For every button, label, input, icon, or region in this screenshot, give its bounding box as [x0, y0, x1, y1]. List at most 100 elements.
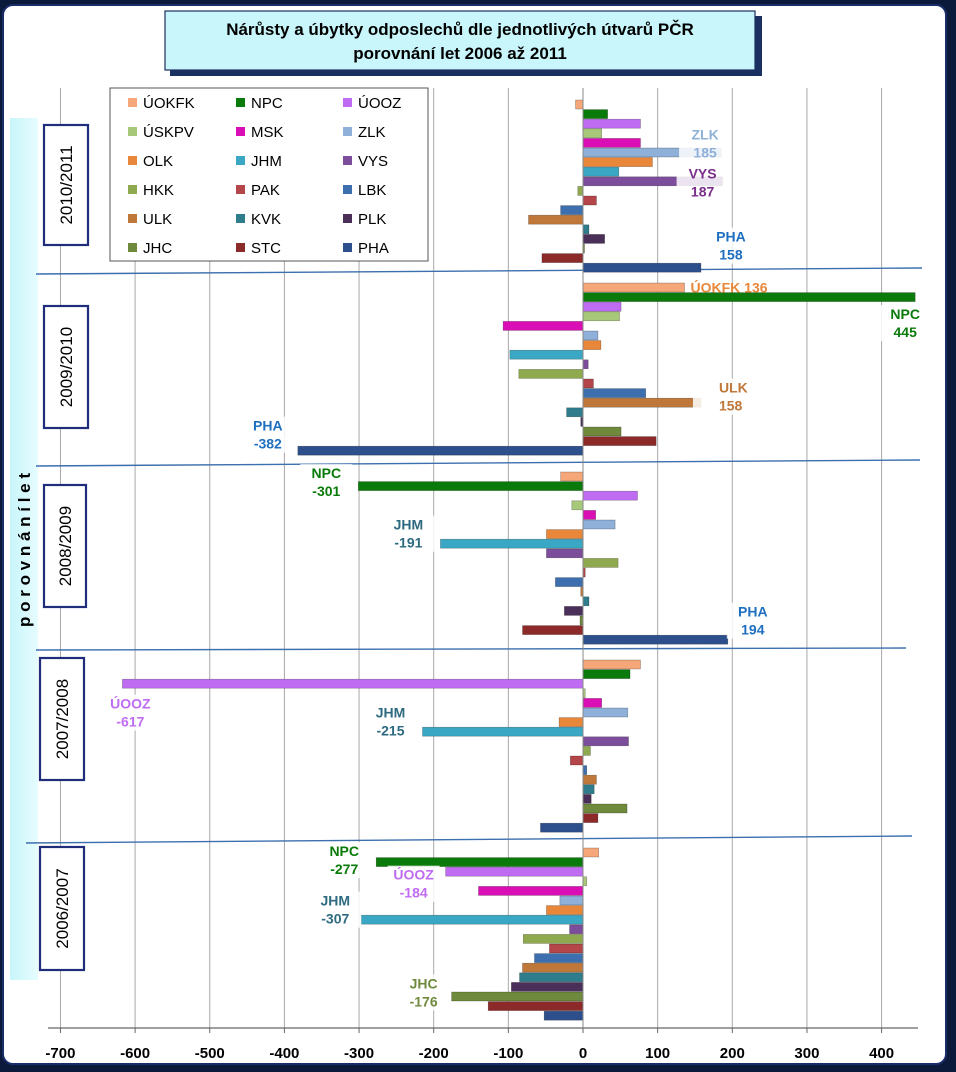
- legend-label-lbk: LBK: [358, 182, 386, 199]
- bar-2006-2007-uokfk: [582, 847, 599, 858]
- annotation-value: -191: [394, 535, 422, 551]
- bar-2006-2007-pha: [543, 1010, 584, 1021]
- legend-swatch-olk: [128, 156, 137, 165]
- legend-label-uskpv: ÚSKPV: [143, 124, 194, 141]
- legend-swatch-stc: [236, 243, 245, 252]
- bar-2006-2007-uooz: [445, 866, 584, 877]
- annotation-value: -307: [321, 911, 349, 927]
- bar-2010-2011-pha: [582, 262, 702, 273]
- bar-2007-2008-pha: [540, 822, 584, 833]
- bar-2008-2009-msk: [582, 510, 596, 520]
- legend-swatch-npc: [236, 98, 245, 107]
- bar-2010-2011-pak: [582, 195, 597, 206]
- bar-2010-2011-plk: [582, 234, 605, 244]
- bar-2008-2009-lbk: [555, 577, 584, 587]
- legend-swatch-pak: [236, 185, 245, 194]
- legend-label-olk: OLK: [143, 153, 173, 170]
- annotation-name: NPC: [890, 306, 920, 322]
- annotation-2010-2011-zlk: ZLK 185: [679, 125, 732, 162]
- legend-label-npc: NPC: [251, 95, 283, 112]
- annotation-2006-2007-jhm: JHM -307: [309, 891, 362, 928]
- bar-2010-2011-stc: [541, 253, 584, 263]
- legend-swatch-uooz: [343, 98, 352, 107]
- bars-group: [122, 99, 916, 1021]
- legend-swatch-hkk: [128, 185, 137, 194]
- title-box: Nárůsty a úbytky odposlechů dle jednotli…: [164, 10, 762, 76]
- bar-2009-2010-vys: [582, 359, 589, 370]
- annotation-name: JHC: [410, 976, 438, 992]
- bar-2008-2009-zlk: [582, 519, 616, 530]
- period-label-2010-2011: 2010/2011: [57, 145, 76, 224]
- bar-2008-2009-vys: [546, 548, 584, 559]
- x-tick-label-3: -400: [269, 1045, 299, 1062]
- annotation-name: JHM: [376, 705, 406, 721]
- period-labels: 2010/2011 2009/2010 2008/2009 2007/2008 2006…: [38, 123, 90, 972]
- bar-2007-2008-uokfk: [582, 659, 641, 670]
- bar-2010-2011-olk: [582, 157, 653, 167]
- bar-2008-2009-uooz: [582, 490, 638, 501]
- annotation-value: -176: [410, 994, 438, 1010]
- legend-label-uokfk: ÚOKFK: [143, 95, 195, 112]
- annotation-value: 445: [894, 324, 918, 340]
- annotation-name: PHA: [253, 418, 283, 434]
- annotation-2010-2011-vys: VYS 187: [676, 164, 729, 201]
- bar-2006-2007-jhm: [360, 914, 584, 925]
- annotation-name: PHA: [738, 604, 768, 620]
- annotation-value: 194: [741, 622, 765, 638]
- annotation-name: JHM: [321, 893, 351, 909]
- period-separators: [25, 267, 923, 844]
- legend-label-hkk: HKK: [143, 182, 174, 199]
- bar-2007-2008-vys: [582, 736, 629, 747]
- annotation-2009-2010-pha: PHA -382: [241, 416, 294, 453]
- x-tick-label-1: -600: [120, 1045, 150, 1062]
- bar-2009-2010-uokfk: [582, 282, 685, 293]
- bar-2007-2008-plk: [582, 794, 592, 804]
- bar-2006-2007-plk: [511, 982, 584, 992]
- annotation-2009-2010-ulk: ULK 158: [692, 378, 748, 415]
- bar-2010-2011-msk: [582, 138, 641, 148]
- bar-2007-2008-npc: [582, 669, 631, 679]
- legend: ÚOKFK NPC ÚOOZ ÚSKPV MSK ZLK OLK JHM VYS HKK PAK LB…: [109, 87, 429, 262]
- period-separator-3: [25, 835, 913, 844]
- bar-2010-2011-kvk: [582, 224, 590, 235]
- bar-2010-2011-jhm: [582, 166, 620, 177]
- bar-2008-2009-npc: [358, 481, 584, 491]
- x-tick-label-2: -500: [195, 1045, 225, 1062]
- period-box-2006-2007: [38, 845, 86, 972]
- annotation-value: -301: [312, 483, 340, 499]
- bar-2009-2010-lbk: [582, 388, 647, 398]
- bar-2008-2009-olk: [546, 529, 584, 539]
- x-tick-label-9: 200: [720, 1045, 745, 1062]
- bar-2010-2011-lbk: [560, 205, 584, 215]
- annotation-value: -617: [116, 714, 144, 730]
- annotation-2008-2009-pha: PHA 194: [726, 602, 779, 639]
- x-tick-label-8: 100: [645, 1045, 670, 1062]
- legend-swatch-lbk: [343, 185, 352, 194]
- period-box-2008-2009: [42, 483, 88, 609]
- period-label-2006-2007: 2006/2007: [53, 868, 72, 948]
- annotation-name: JHM: [394, 517, 424, 533]
- annotation-name: ZLK: [691, 127, 718, 143]
- bar-2009-2010-jhc: [582, 426, 622, 437]
- bar-2006-2007-npc: [375, 857, 584, 867]
- bar-2009-2010-pha: [297, 445, 584, 456]
- bar-2006-2007-ulk: [522, 962, 584, 973]
- period-label-2009-2010: 2009/2010: [57, 327, 76, 407]
- legend-label-plk: PLK: [358, 211, 386, 228]
- bar-2010-2011-ulk: [528, 214, 584, 225]
- x-tick-label-0: -700: [45, 1045, 75, 1062]
- legend-label-uooz: ÚOOZ: [358, 95, 401, 112]
- bar-2009-2010-msk: [502, 321, 584, 331]
- bar-2009-2010-stc: [582, 436, 657, 446]
- legend-label-ulk: ULK: [143, 211, 172, 228]
- bar-2010-2011-uooz: [582, 118, 641, 129]
- annotation-value: -184: [400, 885, 428, 901]
- annotation-2007-2008-jhm: JHM -215: [364, 703, 417, 740]
- bar-2007-2008-uooz: [122, 678, 584, 689]
- bar-2007-2008-olk: [558, 717, 584, 727]
- annotation-name: NPC: [329, 843, 359, 859]
- period-separator-2: [35, 647, 907, 651]
- annotation-name: NPC: [312, 465, 342, 481]
- bar-2006-2007-vys: [569, 924, 584, 935]
- legend-label-msk: MSK: [251, 124, 284, 141]
